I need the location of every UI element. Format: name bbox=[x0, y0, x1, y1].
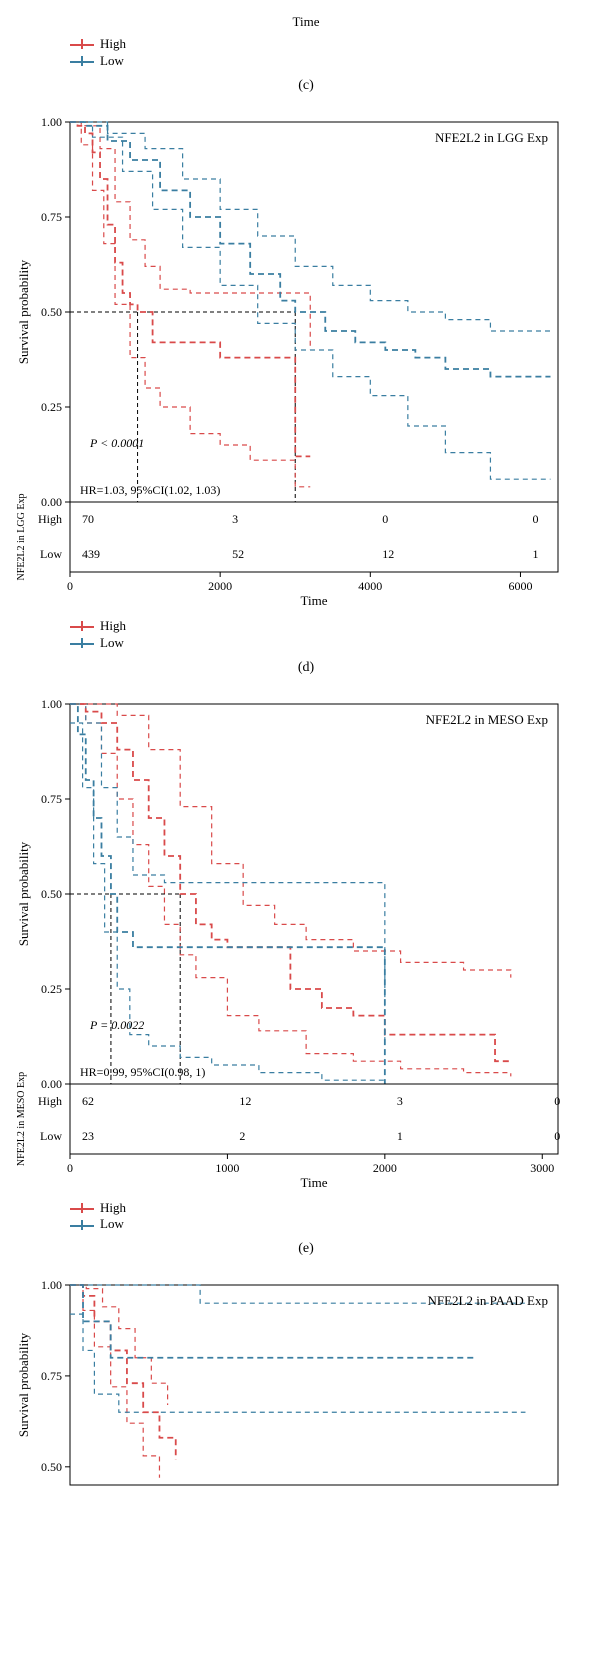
svg-text:NFE2L2 in PAAD Exp: NFE2L2 in PAAD Exp bbox=[427, 1293, 548, 1308]
svg-text:0.25: 0.25 bbox=[41, 400, 62, 414]
svg-text:NFE2L2 in MESO Exp: NFE2L2 in MESO Exp bbox=[16, 1071, 27, 1165]
legend-mark-high bbox=[70, 39, 94, 49]
svg-text:Survival probability: Survival probability bbox=[16, 259, 31, 364]
prev-tail: Time High Low (c) bbox=[10, 14, 602, 94]
svg-text:1.00: 1.00 bbox=[41, 697, 62, 711]
panel-label-e: (e) bbox=[10, 1241, 602, 1257]
legend-mark-high bbox=[70, 621, 94, 631]
prev-xlabel: Time bbox=[10, 14, 602, 30]
panel-f: 0.50 0.75 1.00 Survival probability NFE2L2 i… bbox=[10, 1277, 602, 1525]
km-chart-d: 0.00 0.25 0.50 0.75 1.00 Survival probability… bbox=[10, 114, 602, 612]
svg-text:1: 1 bbox=[397, 1129, 403, 1143]
legend-mark-low bbox=[70, 56, 94, 66]
svg-text:NFE2L2 in LGG Exp: NFE2L2 in LGG Exp bbox=[16, 493, 27, 580]
svg-text:1.00: 1.00 bbox=[41, 1278, 62, 1292]
svg-text:12: 12 bbox=[382, 547, 394, 561]
legend-label: High bbox=[100, 36, 126, 53]
km-chart-e: 0.00 0.25 0.50 0.75 1.00 Survival probability… bbox=[10, 696, 602, 1194]
svg-text:2000: 2000 bbox=[208, 579, 232, 593]
svg-text:4000: 4000 bbox=[358, 579, 382, 593]
svg-text:0: 0 bbox=[67, 1161, 73, 1175]
svg-text:12: 12 bbox=[239, 1094, 251, 1108]
panel-label-c: (c) bbox=[10, 78, 602, 94]
legend-item-high: High bbox=[70, 36, 602, 53]
legend: High Low bbox=[70, 618, 602, 652]
legend-item-low: Low bbox=[70, 635, 602, 652]
svg-text:1000: 1000 bbox=[215, 1161, 239, 1175]
legend-label: Low bbox=[100, 1216, 124, 1233]
svg-text:2000: 2000 bbox=[373, 1161, 397, 1175]
legend-mark-low bbox=[70, 638, 94, 648]
svg-text:Time: Time bbox=[301, 1175, 328, 1189]
svg-text:3000: 3000 bbox=[530, 1161, 554, 1175]
svg-text:0.50: 0.50 bbox=[41, 1460, 62, 1474]
legend-label: High bbox=[100, 1200, 126, 1217]
svg-text:0.75: 0.75 bbox=[41, 210, 62, 224]
svg-text:52: 52 bbox=[232, 547, 244, 561]
svg-text:Low: Low bbox=[40, 547, 62, 561]
km-chart-f: 0.50 0.75 1.00 Survival probability NFE2L2 i… bbox=[10, 1277, 602, 1525]
svg-text:P = 0.0022: P = 0.0022 bbox=[89, 1018, 144, 1032]
svg-text:HR=0.99, 95%CI(0.98, 1): HR=0.99, 95%CI(0.98, 1) bbox=[80, 1065, 205, 1079]
panel-d: 0.00 0.25 0.50 0.75 1.00 Survival probability… bbox=[10, 114, 602, 676]
svg-text:0.75: 0.75 bbox=[41, 792, 62, 806]
svg-text:6000: 6000 bbox=[508, 579, 532, 593]
svg-text:0.25: 0.25 bbox=[41, 982, 62, 996]
svg-text:Survival probability: Survival probability bbox=[16, 841, 31, 946]
svg-text:70: 70 bbox=[82, 512, 94, 526]
svg-text:0: 0 bbox=[554, 1129, 560, 1143]
svg-text:NFE2L2 in MESO Exp: NFE2L2 in MESO Exp bbox=[426, 712, 548, 727]
svg-text:NFE2L2 in LGG Exp: NFE2L2 in LGG Exp bbox=[435, 130, 548, 145]
legend-mark-high bbox=[70, 1203, 94, 1213]
svg-text:High: High bbox=[38, 1094, 62, 1108]
svg-text:Survival probability: Survival probability bbox=[16, 1333, 31, 1438]
svg-text:HR=1.03, 95%CI(1.02, 1.03): HR=1.03, 95%CI(1.02, 1.03) bbox=[80, 483, 220, 497]
panel-e: 0.00 0.25 0.50 0.75 1.00 Survival probability… bbox=[10, 696, 602, 1258]
svg-text:High: High bbox=[38, 512, 62, 526]
svg-text:439: 439 bbox=[82, 547, 100, 561]
svg-text:Low: Low bbox=[40, 1129, 62, 1143]
svg-text:1.00: 1.00 bbox=[41, 115, 62, 129]
svg-text:0.00: 0.00 bbox=[41, 1077, 62, 1091]
legend-item-low: Low bbox=[70, 53, 602, 70]
svg-text:0.50: 0.50 bbox=[41, 305, 62, 319]
svg-text:3: 3 bbox=[232, 512, 238, 526]
legend: High Low bbox=[70, 1200, 602, 1234]
legend-label: High bbox=[100, 618, 126, 635]
panel-label-d: (d) bbox=[10, 660, 602, 676]
legend-label: Low bbox=[100, 635, 124, 652]
legend-label: Low bbox=[100, 53, 124, 70]
legend: High Low bbox=[70, 36, 602, 70]
svg-text:62: 62 bbox=[82, 1094, 94, 1108]
svg-text:1: 1 bbox=[532, 547, 538, 561]
svg-text:2: 2 bbox=[239, 1129, 245, 1143]
legend-item-high: High bbox=[70, 618, 602, 635]
svg-text:0: 0 bbox=[554, 1094, 560, 1108]
svg-text:Time: Time bbox=[301, 593, 328, 607]
svg-text:0.00: 0.00 bbox=[41, 495, 62, 509]
svg-text:23: 23 bbox=[82, 1129, 94, 1143]
svg-text:0.75: 0.75 bbox=[41, 1369, 62, 1383]
svg-text:0: 0 bbox=[382, 512, 388, 526]
legend-mark-low bbox=[70, 1220, 94, 1230]
svg-text:0: 0 bbox=[67, 579, 73, 593]
svg-text:3: 3 bbox=[397, 1094, 403, 1108]
svg-text:0: 0 bbox=[532, 512, 538, 526]
legend-item-low: Low bbox=[70, 1216, 602, 1233]
legend-item-high: High bbox=[70, 1200, 602, 1217]
svg-text:0.50: 0.50 bbox=[41, 887, 62, 901]
svg-text:P < 0.0001: P < 0.0001 bbox=[89, 436, 144, 450]
